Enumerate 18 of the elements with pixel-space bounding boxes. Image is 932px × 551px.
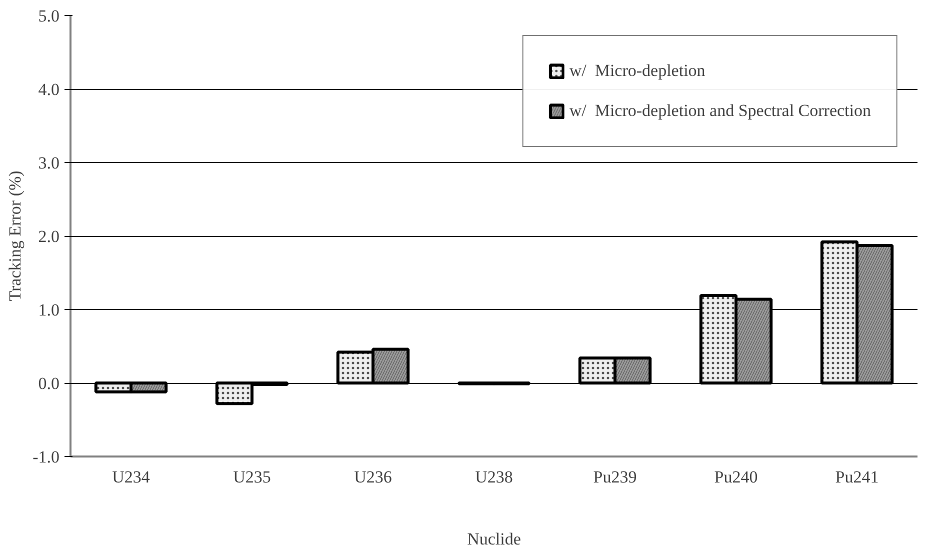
x-tick-label: U238 [475,468,513,486]
y-tick-label: 0.0 [38,374,60,393]
y-tick-label: 3.0 [38,154,60,172]
x-axis-title: Nuclide [467,530,521,548]
x-tick-label: Pu239 [593,468,637,486]
x-tick-label: U236 [354,468,392,486]
y-axis-title: Tracking Error (%) [6,170,25,302]
y-tick-label: -1.0 [32,448,60,466]
y-tick-label: 1.0 [38,300,60,320]
x-tick-label: Pu240 [714,468,758,486]
legend-label: w/ Micro-depletion and Spectral Correction [569,101,871,121]
y-tick-label: 2.0 [38,227,60,246]
y-tick-label: 4.0 [38,80,60,99]
x-tick-label: U235 [233,468,271,486]
legend-label: w/ Micro-depletion [569,61,706,81]
y-tick-label: 5.0 [38,6,60,26]
x-tick-label: Pu241 [835,468,879,486]
x-tick-label: U234 [112,468,150,486]
